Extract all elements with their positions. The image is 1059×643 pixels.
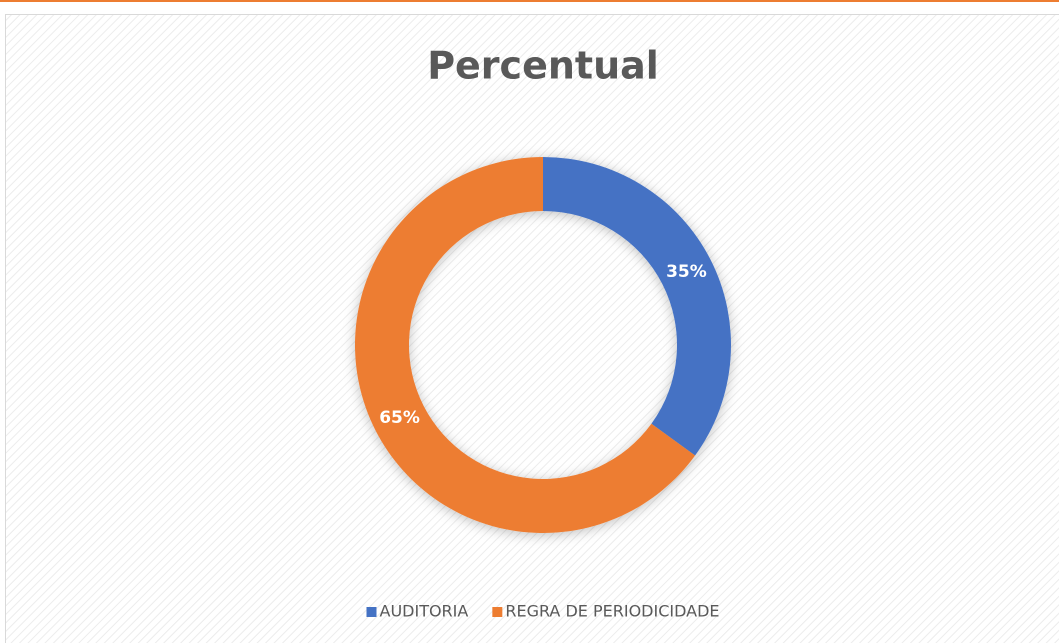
- legend-swatch: [366, 607, 377, 617]
- legend-label: REGRA DE PERIODICIDADE: [505, 602, 719, 621]
- top-rule: [0, 0, 1059, 2]
- donut-slice: [543, 157, 731, 456]
- chart-title: Percentual: [427, 44, 659, 88]
- legend: AUDITORIA REGRA DE PERIODICIDADE: [366, 602, 720, 621]
- donut: [354, 157, 731, 534]
- data-label: 65%: [379, 408, 420, 428]
- donut-slice: [354, 157, 696, 534]
- chart-area: [5, 14, 1059, 643]
- legend-label: AUDITORIA: [379, 602, 468, 621]
- data-label: 35%: [666, 262, 707, 282]
- legend-swatch: [492, 607, 503, 617]
